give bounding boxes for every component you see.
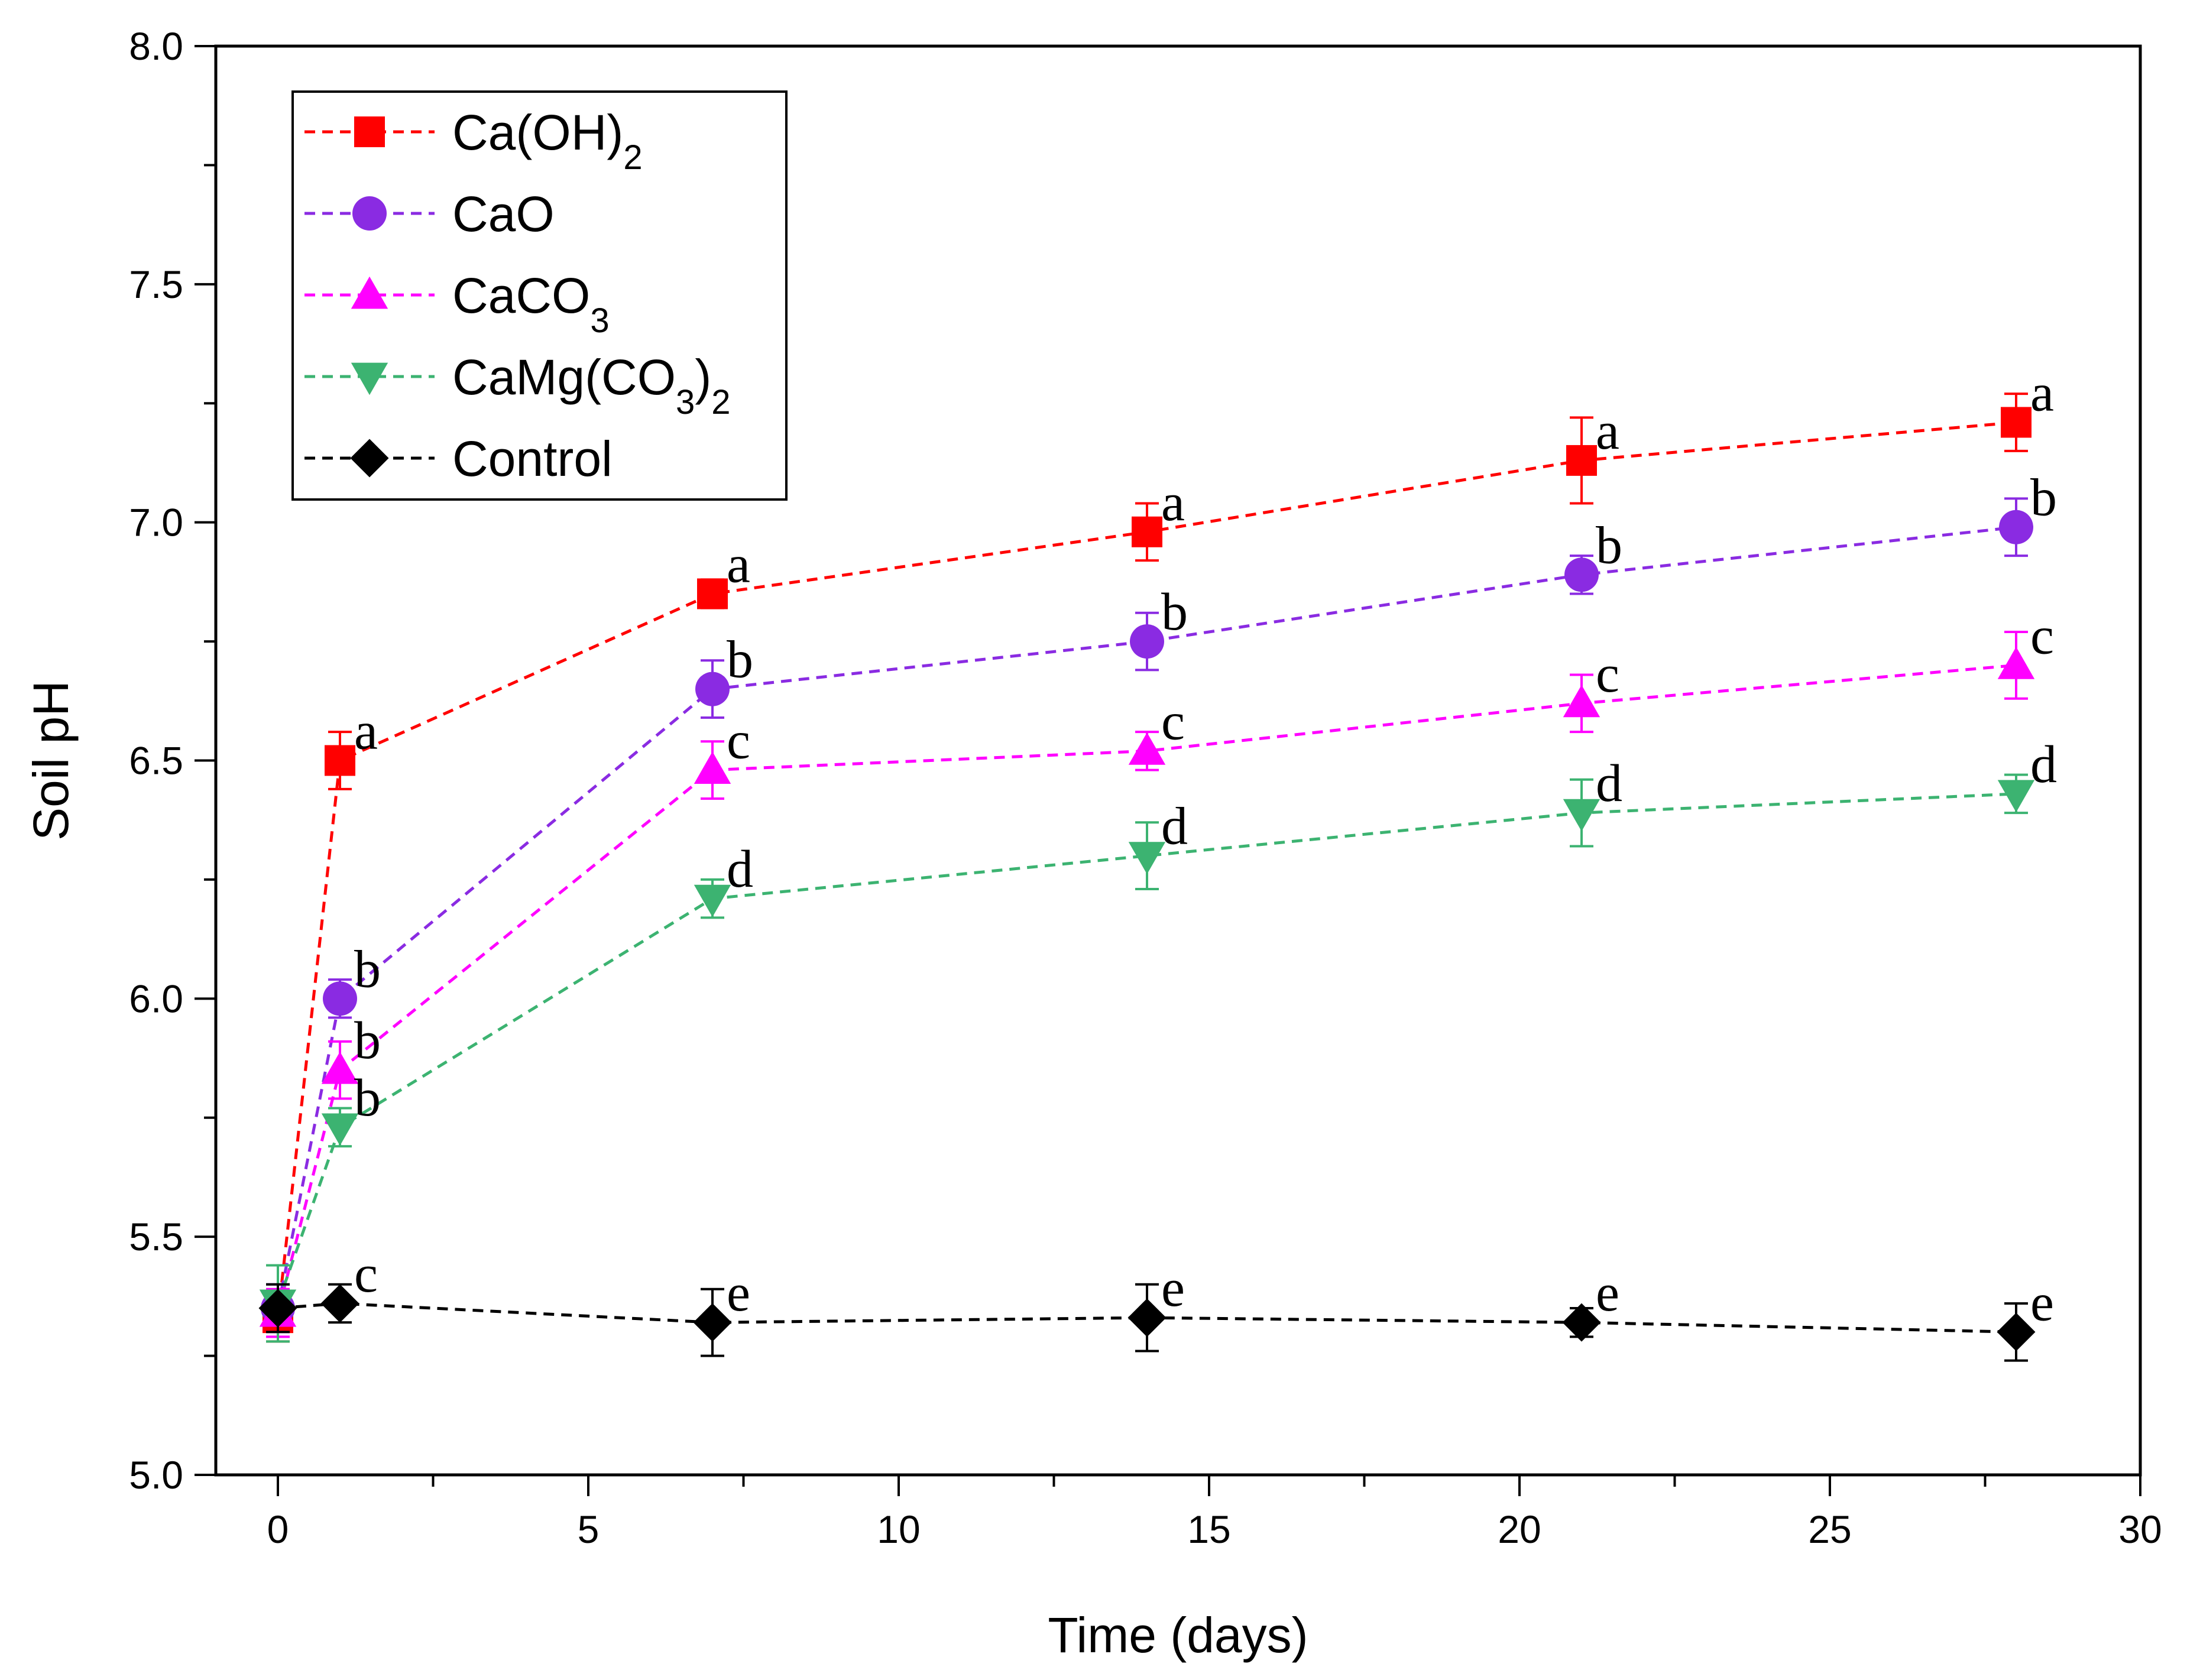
data-point: [325, 745, 355, 776]
significance-letter: b: [727, 631, 753, 689]
legend-item: CaCO3: [304, 268, 610, 340]
significance-letter: c: [727, 712, 750, 770]
legend-marker: [351, 362, 388, 395]
legend-label: Ca(OH)2: [452, 105, 643, 177]
y-axis-title: Soil pH: [23, 680, 79, 841]
significance-letter: a: [354, 702, 378, 761]
significance-letter: d: [1161, 797, 1188, 856]
y-tick-label: 8.0: [129, 24, 183, 68]
axes: 0 5 10 15 20 25 30 5.0 5.5 6.0 6.5 7.0 7.5 8.0: [129, 24, 2162, 1551]
series-ca-oh-2: [263, 393, 2032, 1343]
data-point: [1132, 516, 1162, 547]
significance-letter: c: [2030, 607, 2054, 665]
significance-letter: d: [727, 840, 753, 899]
significance-letter: c: [1596, 645, 1619, 703]
data-point: [697, 578, 728, 609]
data-point: [1128, 732, 1166, 765]
data-point: [1566, 445, 1597, 476]
series-line: [276, 663, 2017, 1313]
significance-letter: e: [1596, 1264, 1619, 1322]
data-point: [1564, 557, 1599, 592]
y-tick-label: 6.5: [129, 739, 183, 783]
data-point: [1130, 624, 1164, 659]
series-line: [276, 792, 2017, 1304]
y-tick-label: 6.0: [129, 977, 183, 1020]
data-point: [1563, 799, 1600, 832]
significance-letter: b: [1161, 583, 1188, 641]
significance-letter: b: [2030, 469, 2057, 527]
y-tick-label: 7.5: [129, 262, 183, 306]
data-point: [2001, 407, 2032, 438]
x-tick-label: 25: [1808, 1507, 1851, 1551]
significance-letter: a: [2030, 364, 2054, 422]
significance-letter: a: [1596, 402, 1619, 460]
legend-item: Control: [304, 431, 613, 487]
data-point: [694, 884, 731, 917]
data-point: [321, 1051, 359, 1084]
significance-letter: b: [354, 940, 381, 998]
data-point: [1997, 1312, 2036, 1351]
series-caco3: [259, 630, 2035, 1338]
legend-label: CaCO3: [452, 268, 610, 340]
significance-letter: e: [2030, 1273, 2054, 1332]
series-line: [276, 420, 2017, 1318]
significance-letter: c: [1161, 692, 1185, 751]
legend-item: CaMg(CO3)2: [304, 349, 731, 421]
data-point: [1563, 685, 1600, 718]
data-point: [320, 1284, 359, 1323]
data-point: [321, 1113, 359, 1146]
x-tick-label: 30: [2118, 1507, 2162, 1551]
significance-letter: a: [1161, 473, 1185, 532]
legend-label: Control: [452, 431, 613, 487]
data-point: [1997, 780, 2035, 813]
data-point: [323, 981, 357, 1016]
y-tick-label: 5.5: [129, 1215, 183, 1259]
significance-letter: b: [354, 1011, 381, 1070]
legend-marker: [354, 116, 385, 147]
y-tick-label: 7.0: [129, 501, 183, 544]
data-point: [693, 1303, 732, 1342]
data-point: [258, 1289, 297, 1328]
data-point: [1562, 1303, 1601, 1342]
series-control: [258, 1283, 2036, 1362]
significance-letter: d: [1596, 754, 1622, 813]
significance-letter: d: [2030, 735, 2057, 794]
legend-item: Ca(OH)2: [304, 105, 643, 177]
x-tick-label: 5: [578, 1507, 600, 1551]
significance-letter: c: [354, 1245, 378, 1303]
x-tick-label: 0: [267, 1507, 289, 1551]
data-point: [1128, 842, 1166, 874]
data-point: [1127, 1298, 1167, 1337]
legend-item: CaO: [304, 186, 555, 242]
series-cao: [261, 497, 2033, 1334]
x-axis-title: Time (days): [1048, 1607, 1308, 1663]
significance-letter: a: [727, 536, 750, 594]
data-point: [1997, 647, 2035, 679]
legend-label: CaMg(CO3)2: [452, 349, 731, 421]
significance-letter: e: [1161, 1259, 1185, 1318]
legend: Ca(OH)2 CaO CaCO3 CaMg(CO3)2 Control: [291, 90, 788, 501]
x-tick-label: 10: [877, 1507, 920, 1551]
series-camg-co3-2: [259, 773, 2035, 1343]
significance-letter: b: [1596, 516, 1622, 575]
x-tick-label: 20: [1498, 1507, 1541, 1551]
legend-label: CaO: [452, 186, 555, 242]
x-tick-label: 15: [1187, 1507, 1230, 1551]
significance-letter: b: [354, 1069, 381, 1127]
significance-letter: e: [727, 1264, 750, 1322]
y-tick-label: 5.0: [129, 1453, 183, 1497]
data-point: [695, 672, 730, 706]
legend-marker: [351, 276, 388, 309]
legend-marker: [352, 196, 387, 231]
series-line: [276, 526, 2017, 1309]
data-point: [1999, 510, 2033, 544]
series-layer: [258, 393, 2036, 1362]
data-point: [694, 751, 731, 784]
legend-marker: [350, 439, 389, 478]
